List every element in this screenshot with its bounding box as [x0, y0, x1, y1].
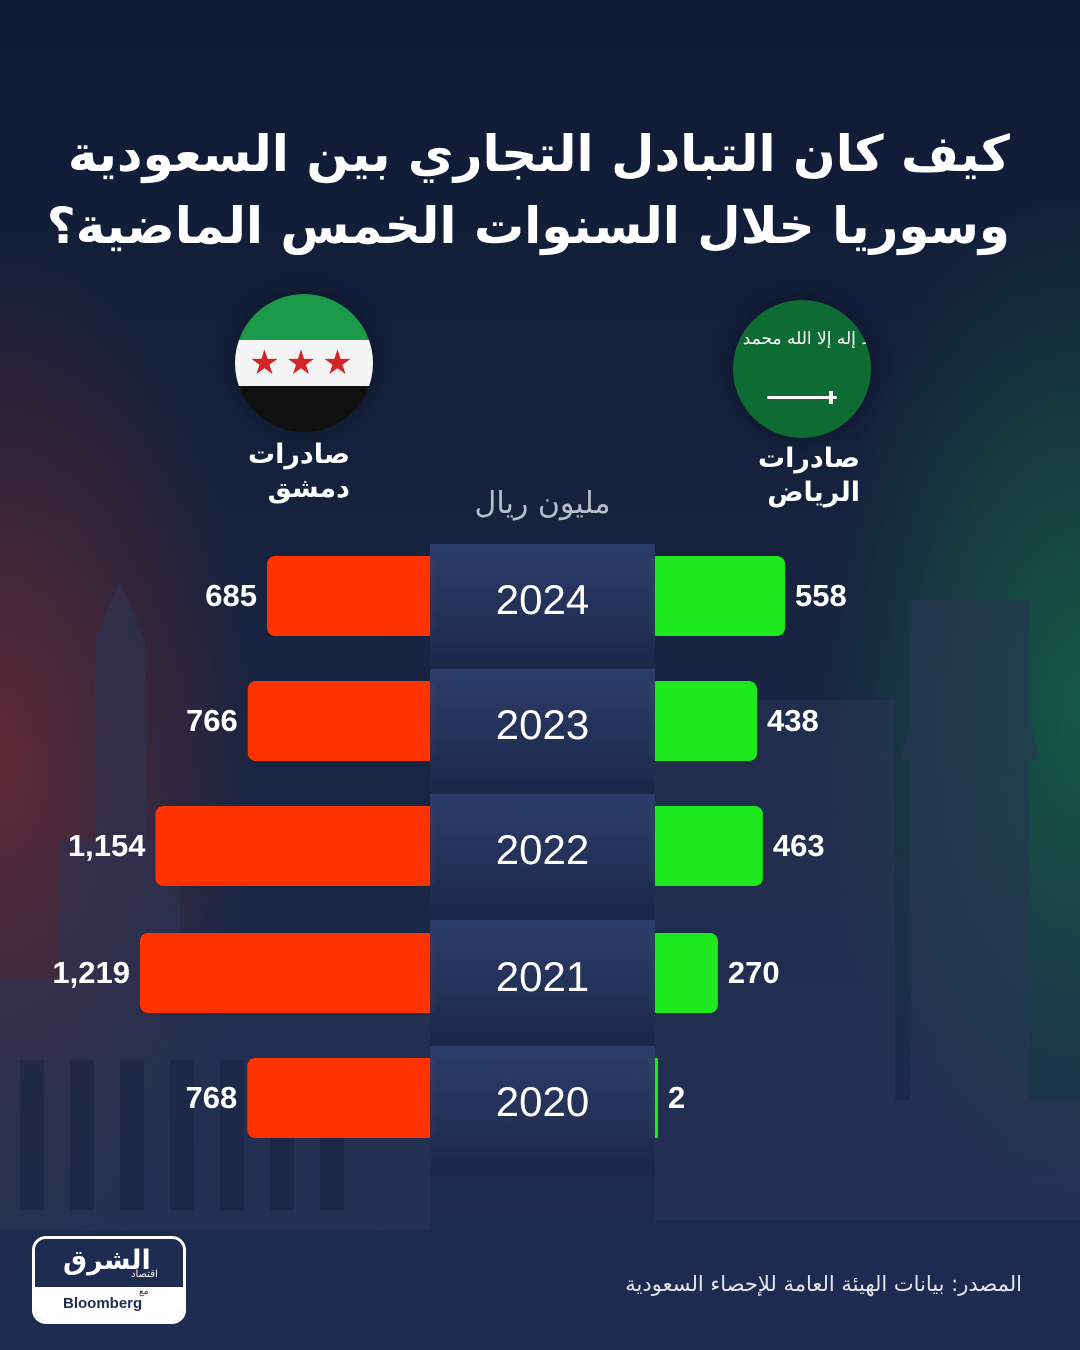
bar-damascus-2020	[247, 1058, 436, 1138]
year-label: 2020	[495, 1078, 590, 1125]
flag-shahada-text: لا إله إلا الله محمد رسول الله	[733, 329, 871, 349]
label-damascus-line-2: دمشق	[267, 473, 350, 504]
bar-riyadh-2022	[649, 806, 763, 886]
flag-band-green	[235, 294, 373, 340]
logo-bottom	[35, 1287, 183, 1321]
year-cell-2022	[430, 794, 655, 924]
flag-band-white	[235, 340, 373, 386]
bar-riyadh-2024	[649, 556, 785, 636]
source-note: المصدر: بيانات الهيئة العامة للإحصاء الس…	[625, 1272, 1022, 1296]
value-label-riyadh-2024: 558	[795, 578, 847, 613]
value-label-damascus-2021: 1,219	[52, 955, 130, 990]
year-label: 2022	[495, 826, 590, 873]
year-label: 2021	[495, 953, 590, 1000]
year-cell-2024	[430, 544, 655, 674]
label-damascus-line-1: صادرات	[247, 439, 350, 470]
chart-title: كيف كان التبادل التجاري بين السعودية وسو…	[40, 118, 1010, 262]
year-cell-2021	[430, 920, 655, 1050]
year-cell-2023	[430, 669, 655, 799]
value-label-damascus-2024: 685	[205, 578, 257, 613]
bar-damascus-2023	[247, 681, 436, 761]
value-label-riyadh-2023: 438	[767, 703, 819, 738]
flag-stars-icon: ★★★	[249, 343, 359, 383]
year-label: 2023	[495, 701, 590, 748]
flag-sword-icon	[767, 396, 837, 399]
value-label-riyadh-2022: 463	[773, 828, 825, 863]
bar-damascus-2022	[155, 806, 436, 886]
logo-brand: الشرق	[63, 1245, 151, 1276]
value-label-damascus-2023: 766	[186, 703, 238, 738]
bar-riyadh-2023	[649, 681, 758, 761]
logo-with: مع	[139, 1287, 149, 1297]
label-riyadh-exports: صادرات الرياض	[740, 442, 860, 510]
value-label-damascus-2022: 1,154	[68, 828, 146, 863]
logo-top	[35, 1239, 183, 1287]
label-damascus-exports: صادرات دمشق	[220, 438, 350, 506]
bar-damascus-2024	[267, 556, 436, 636]
label-riyadh-line-1: صادرات	[757, 443, 860, 474]
bar-riyadh-2021	[649, 933, 718, 1013]
logo-sub: اقتصاد	[131, 1269, 158, 1280]
value-label-riyadh-2021: 270	[728, 955, 780, 990]
syria-flag-icon: ★★★	[235, 294, 373, 432]
flag-band-black	[235, 386, 373, 432]
year-cell-2020	[430, 1046, 655, 1176]
year-column: 2024 2023 2022 2021 2020	[430, 544, 655, 1176]
year-label: 2024	[495, 576, 590, 623]
asharq-bloomberg-logo: الشرق اقتصاد مع Bloomberg	[32, 1236, 186, 1324]
value-label-damascus-2020: 768	[186, 1080, 238, 1115]
value-label-riyadh-2020: 2	[668, 1080, 685, 1115]
flag-sword-hilt	[829, 391, 833, 404]
logo-partner: Bloomberg	[63, 1295, 143, 1312]
title-line-1: كيف كان التبادل التجاري بين السعودية	[67, 125, 1010, 183]
bar-damascus-2021	[140, 933, 436, 1013]
unit-label: مليون ريال	[474, 486, 611, 521]
saudi-flag-icon: لا إله إلا الله محمد رسول الله	[733, 300, 871, 438]
label-riyadh-line-2: الرياض	[767, 477, 860, 508]
title-line-2: وسوريا خلال السنوات الخمس الماضية؟	[46, 197, 1010, 255]
